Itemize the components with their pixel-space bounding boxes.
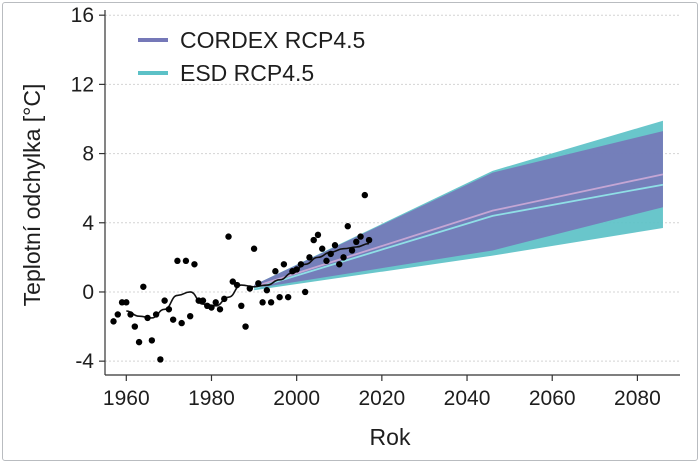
observation-point — [152, 311, 160, 318]
observation-point — [161, 297, 168, 304]
observation-point — [344, 223, 351, 230]
observation-point — [157, 356, 164, 363]
x-axis-label: Rok — [370, 424, 411, 450]
observation-point — [280, 261, 288, 268]
observation-point — [212, 299, 219, 306]
observation-point — [186, 312, 194, 320]
observation-point — [233, 281, 241, 289]
observation-point — [348, 247, 356, 254]
observation-point — [123, 299, 130, 306]
observation-point — [135, 338, 143, 346]
observation-point — [336, 261, 343, 268]
observation-point — [148, 337, 156, 344]
observation-point — [221, 295, 228, 303]
observation-point — [306, 254, 313, 261]
x-tick-label: 2020 — [358, 387, 405, 410]
observation-point — [178, 319, 185, 327]
x-tick-label: 1960 — [103, 387, 150, 410]
observation-point — [144, 314, 151, 322]
observation-point — [319, 245, 326, 252]
observation-point — [272, 268, 279, 275]
observation-point — [114, 311, 121, 318]
observation-point — [140, 283, 147, 290]
observation-point — [182, 257, 190, 265]
observation-point — [174, 257, 181, 265]
observation-point — [246, 285, 254, 292]
x-tick-label: 2080 — [614, 387, 661, 410]
observation-point — [276, 293, 283, 301]
x-tick-label: 2040 — [444, 387, 491, 410]
observation-point — [238, 302, 245, 310]
observation-point — [284, 293, 292, 301]
observation-point — [263, 287, 271, 294]
observation-point — [199, 297, 207, 304]
y-tick-label: 12 — [71, 73, 94, 96]
legend-label: CORDEX RCP4.5 — [180, 27, 365, 53]
observation-point — [301, 288, 309, 296]
observations — [110, 191, 373, 363]
x-tick-label: 1980 — [188, 387, 235, 410]
observation-point — [225, 233, 232, 240]
observation-point — [323, 257, 330, 265]
observation-point — [169, 316, 177, 323]
observation-point — [259, 299, 266, 306]
observation-point — [340, 254, 347, 261]
observation-point — [191, 261, 198, 268]
observation-point — [242, 323, 249, 330]
observation-point — [110, 318, 117, 325]
observation-point — [327, 250, 334, 258]
x-tick-label: 2060 — [529, 387, 576, 410]
legend: CORDEX RCP4.5 ESD RCP4.5 — [138, 27, 365, 86]
y-tick-label: 4 — [82, 212, 94, 235]
y-tick-label: -4 — [75, 350, 94, 373]
observation-point — [314, 231, 322, 239]
projection-bands — [253, 120, 664, 291]
observation-point — [216, 306, 224, 313]
cordex-band — [254, 131, 663, 289]
legend-label: ESD RCP4.5 — [180, 60, 314, 86]
observation-point — [293, 266, 300, 273]
cordex-median-line — [253, 173, 664, 288]
observation-point — [229, 278, 236, 285]
y-axis-label: Teplotní odchylka [°C] — [19, 84, 45, 307]
observation-point — [365, 236, 373, 244]
observation-point — [131, 323, 139, 330]
x-tick-label: 2000 — [273, 387, 320, 410]
y-tick-label: 0 — [82, 281, 94, 304]
observation-point — [361, 191, 369, 199]
observation-point — [331, 242, 339, 249]
observation-point — [353, 238, 360, 246]
observation-point — [297, 261, 305, 268]
observation-point — [255, 280, 262, 287]
y-tick-label: 16 — [71, 4, 94, 27]
esd-median-line — [253, 183, 664, 290]
axes: -4 0 4 8 12 16 1960 1980 2000 2020 2040 2060 2080 — [71, 4, 680, 410]
observation-point — [310, 236, 317, 244]
observation-point — [127, 311, 134, 318]
observation-point — [208, 304, 215, 311]
observation-point — [250, 245, 258, 252]
y-tick-label: 8 — [82, 143, 94, 166]
observation-point — [165, 306, 173, 313]
observation-point — [267, 299, 275, 306]
observation-point — [357, 233, 364, 240]
